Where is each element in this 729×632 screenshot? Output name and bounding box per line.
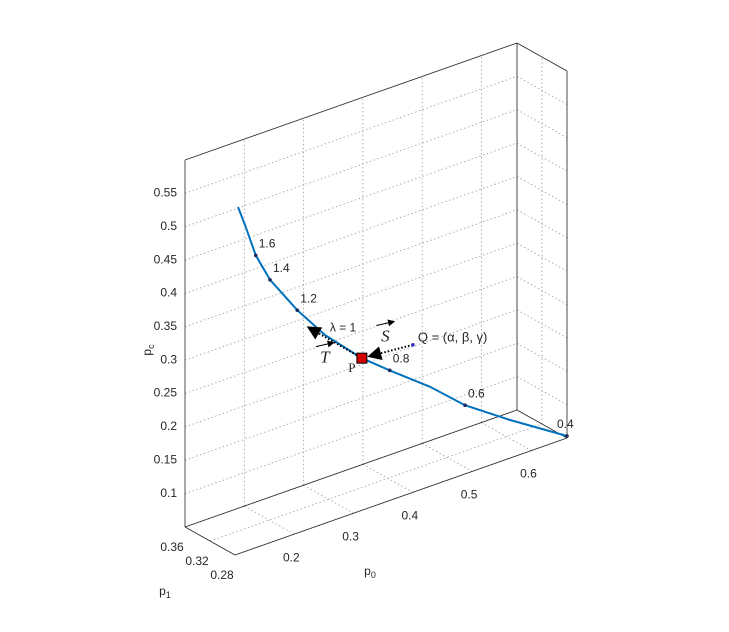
grid-line [184, 209, 518, 328]
y-tick-label: 0.28 [210, 568, 234, 582]
z-tick-label: 0.2 [160, 419, 177, 433]
z-tick-label: 0.35 [154, 319, 178, 333]
y-axis-label: p1 [159, 584, 171, 600]
y-tick-label: 0.36 [160, 540, 184, 554]
annotation: λ = 1 [330, 320, 357, 334]
z-axis-label: pc [140, 344, 156, 356]
z-tick-label: 0.1 [160, 486, 177, 500]
grid-line [184, 309, 518, 428]
grid-line [244, 505, 295, 535]
lambda-marker [295, 308, 300, 312]
z-tick-label: 0.3 [160, 352, 177, 366]
lambda-marker [253, 253, 258, 258]
x-label-text: p [364, 564, 371, 578]
lambda-label: 0.6 [468, 386, 485, 400]
vector-label: T [320, 348, 331, 367]
x-axis-label: p0 [364, 564, 376, 580]
curve [237, 206, 568, 437]
y-label-sub: 1 [166, 590, 171, 600]
grid-line [184, 109, 518, 228]
lambda-marker [463, 403, 467, 408]
vector-label: S [381, 326, 390, 345]
grid-line [184, 376, 518, 495]
lambda-label: 1.4 [273, 261, 290, 275]
grid-line [516, 76, 568, 105]
box-edge [184, 526, 236, 556]
lambda-marker [268, 277, 272, 282]
z-tick-label: 0.55 [154, 186, 178, 200]
grid-line [516, 109, 568, 139]
x-tick-label: 0.3 [342, 529, 359, 543]
grid-line [184, 75, 518, 194]
grid-line [516, 342, 568, 372]
z-tick-label: 0.15 [154, 452, 178, 466]
grid-line [516, 276, 568, 305]
z-tick-label: 0.5 [160, 219, 177, 233]
grid-line [516, 209, 568, 239]
lambda-label: 1.2 [300, 291, 317, 305]
lambda-marker [565, 434, 569, 438]
grid-line [516, 176, 568, 205]
z-tick-label: 0.45 [154, 252, 178, 266]
x-tick-label: 0.5 [461, 488, 478, 502]
point-p [356, 352, 368, 364]
box-edge [234, 437, 568, 556]
lambda-label: 1.6 [259, 237, 276, 251]
grid-line [481, 422, 532, 451]
x-tick-label: 0.2 [283, 550, 300, 564]
grid-line [303, 484, 354, 514]
grid-line [184, 142, 518, 261]
vector-overarrow [376, 319, 396, 327]
grid-line [516, 309, 568, 339]
z-label-text: p [140, 349, 154, 356]
grid-line [184, 242, 518, 361]
point-label: P [348, 360, 355, 375]
z-tick-label: 0.4 [160, 286, 177, 300]
grid-line [516, 142, 568, 172]
grid-line [421, 443, 473, 472]
grid-line [184, 176, 518, 294]
grid-line [516, 242, 568, 272]
vector-overarrow [315, 340, 335, 348]
x-tick-label: 0.4 [402, 508, 419, 522]
lambda-label: 0.8 [393, 352, 410, 366]
x-tick-label: 0.6 [520, 467, 537, 481]
z-tick-label: 0.25 [154, 386, 178, 400]
point-label: Q = (α, β, γ) [418, 329, 488, 344]
grid-line [516, 376, 568, 405]
lambda-label: 0.4 [557, 417, 574, 431]
grid-line [184, 276, 518, 394]
box-edge [184, 409, 518, 528]
grid-line [184, 342, 518, 461]
y-label-text: p [159, 584, 166, 598]
lambda-marker [387, 368, 392, 373]
box-edge [184, 42, 518, 161]
y-tick-label: 0.32 [185, 554, 209, 568]
z-label-sub: c [146, 344, 156, 349]
vector-arrow [367, 343, 414, 360]
point-q [411, 343, 415, 347]
grid-line [209, 423, 543, 542]
box-edge [516, 42, 568, 72]
x-label-sub: 0 [371, 570, 376, 580]
